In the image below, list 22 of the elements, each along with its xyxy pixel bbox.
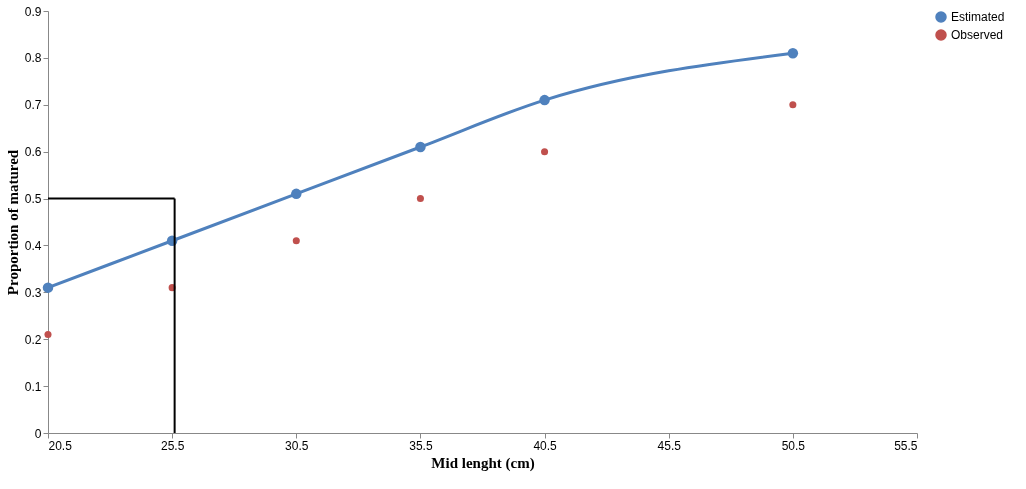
x-tick-label: 40.5 (533, 438, 558, 453)
x-tick-label: 55.5 (894, 438, 918, 453)
y-tick-label: 0 (34, 426, 42, 441)
y-tick-label: 0.5 (24, 192, 42, 207)
y-tick-label: 0.8 (24, 51, 42, 66)
x-tick-label: 30.5 (285, 438, 309, 453)
x-tick-label: 20.5 (48, 438, 73, 453)
y-tick-label: 0.4 (24, 238, 42, 253)
x-tick-label: 25.5 (160, 438, 185, 453)
x-axis-title: Mid lenght (cm) (431, 454, 535, 472)
y-tick-label: 0.1 (24, 379, 42, 394)
y-tick-label: 0.9 (24, 4, 42, 19)
y-axis-title: Proportion of matured (4, 149, 21, 296)
x-tick-label: 35.5 (409, 438, 433, 453)
x-tick-label: 50.5 (781, 438, 806, 453)
y-tick-label: 0.6 (24, 145, 42, 160)
legend-label: Estimated (951, 10, 1005, 24)
y-tick-label: 0.2 (24, 332, 42, 347)
y-tick-label: 0.7 (24, 98, 42, 113)
y-tick-label: 0.3 (24, 285, 42, 300)
legend-label: Observed (951, 28, 1004, 42)
x-tick-label: 45.5 (657, 438, 682, 453)
